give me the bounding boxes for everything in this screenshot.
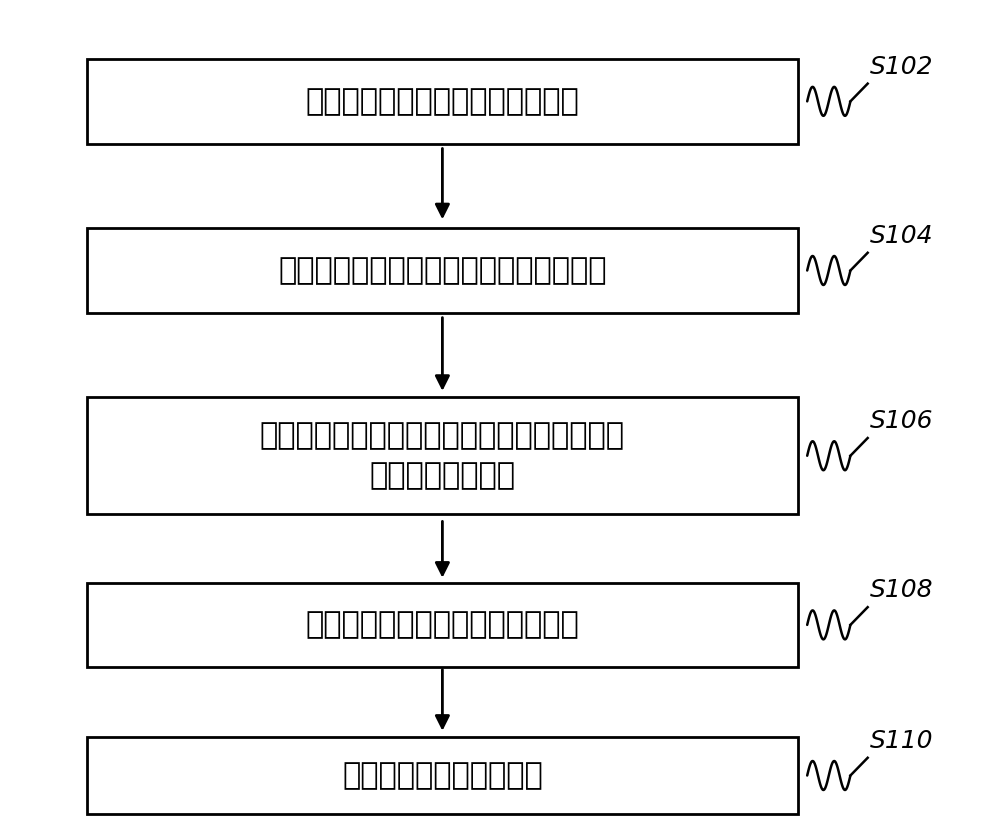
Bar <box>87 737 798 814</box>
Text: 确定比例关系不满足预设比例关系: 确定比例关系不满足预设比例关系 <box>306 611 579 639</box>
Bar <box>87 59 798 143</box>
Text: S106: S106 <box>870 409 933 433</box>
Text: S110: S110 <box>870 729 933 753</box>
Text: 确定反射信号中波峰的幅值大于预设阈值: 确定反射信号中波峰的幅值大于预设阈值 <box>278 256 607 285</box>
Text: 识别反射信号为错误信号: 识别反射信号为错误信号 <box>342 761 543 790</box>
Bar <box>87 228 798 313</box>
Text: 确定超声波探测器相对于被测对象的高度和幅
值之间的比例关系: 确定超声波探测器相对于被测对象的高度和幅 值之间的比例关系 <box>260 421 625 491</box>
Text: S108: S108 <box>870 578 933 602</box>
Text: S104: S104 <box>870 224 933 248</box>
Bar <box>87 582 798 667</box>
Text: 获取超声波探测器接收的反射信号: 获取超声波探测器接收的反射信号 <box>306 87 579 116</box>
Text: S102: S102 <box>870 55 933 79</box>
Bar <box>87 398 798 514</box>
